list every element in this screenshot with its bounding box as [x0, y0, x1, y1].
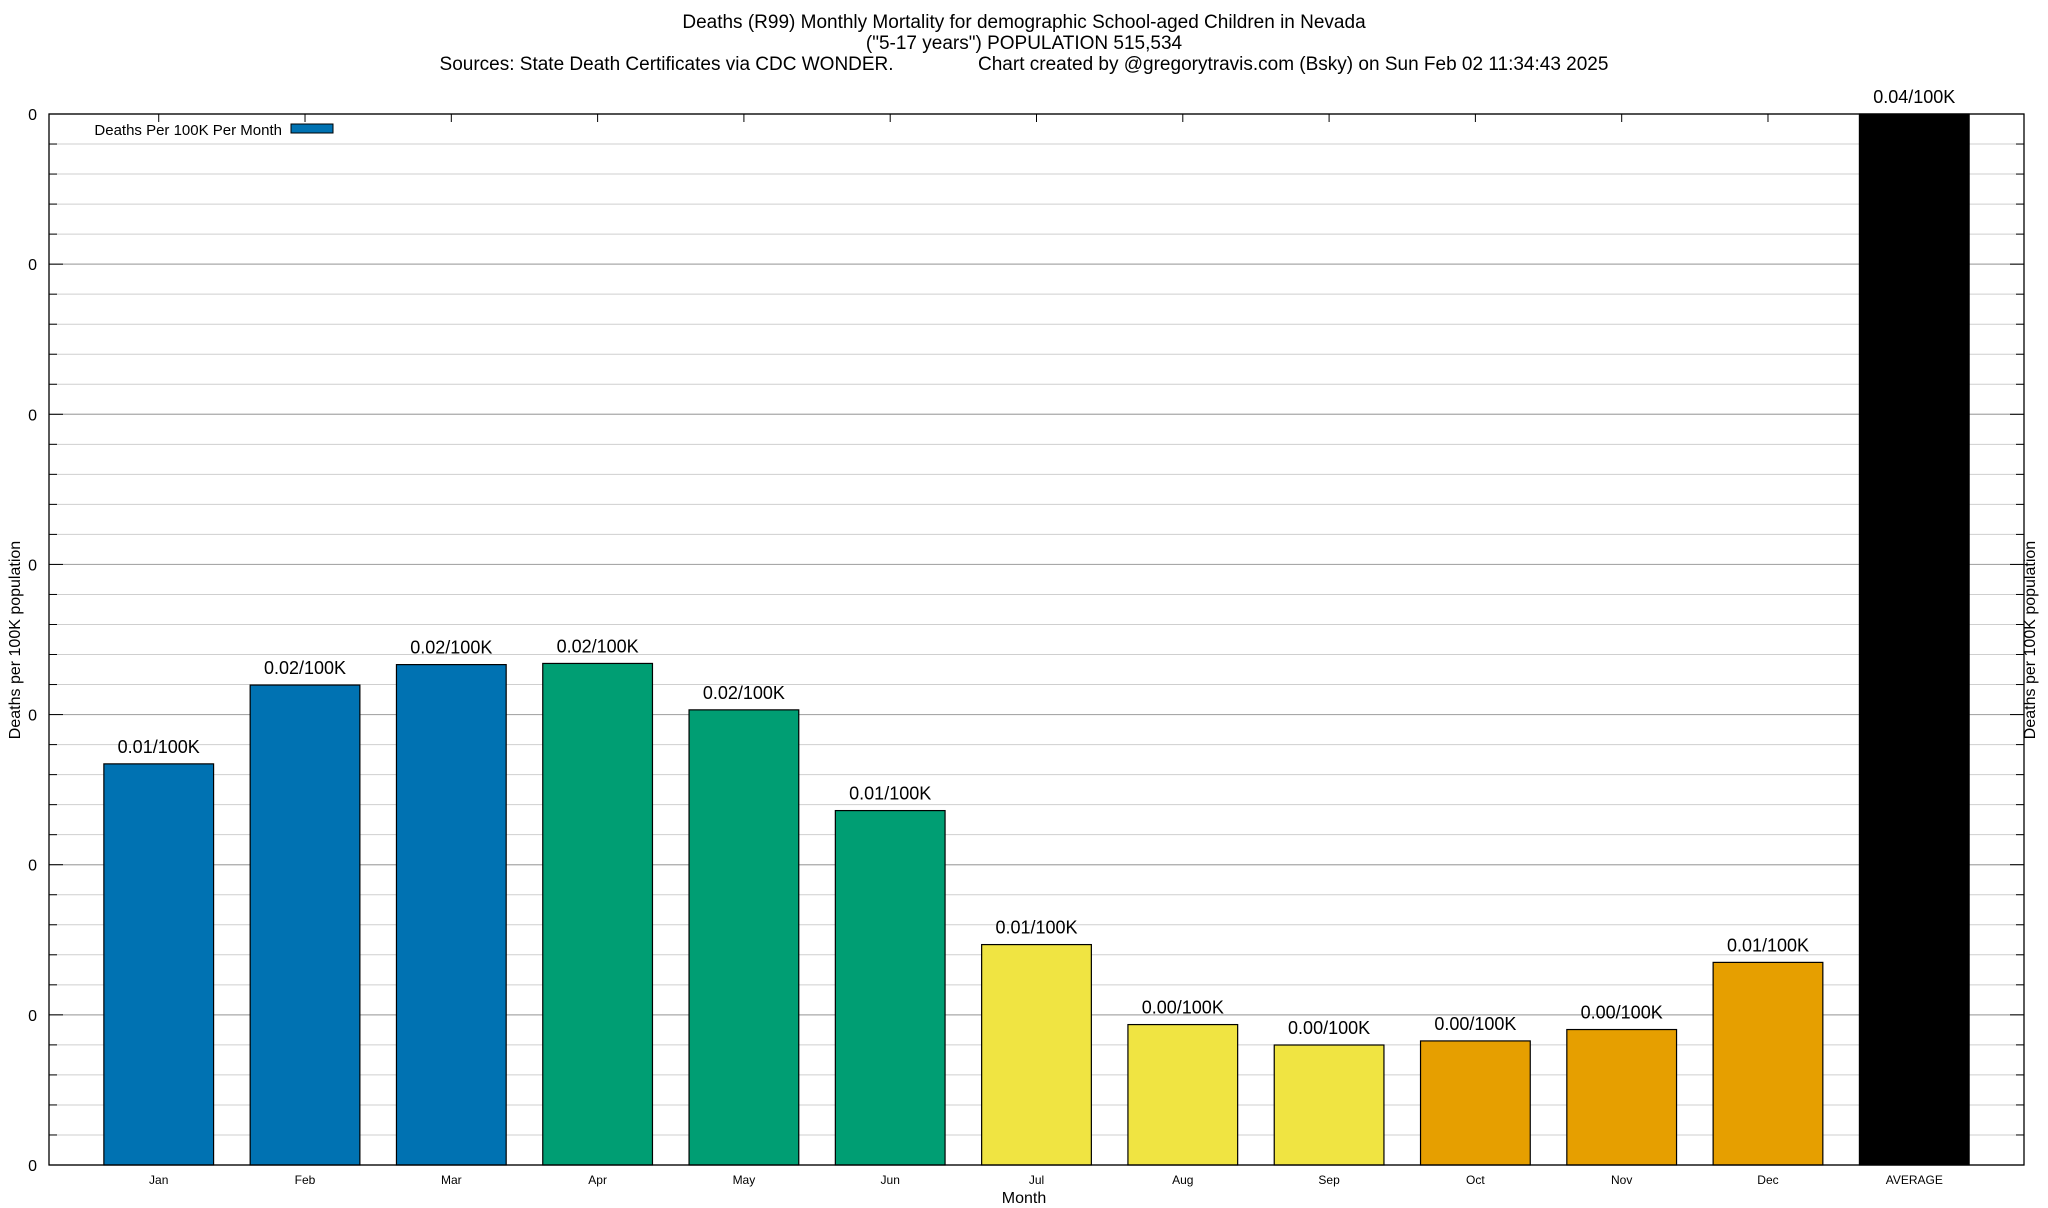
bar-jan: [103, 763, 215, 1166]
x-tick-label: Jan: [149, 1173, 168, 1187]
data-label-apr: 0.02/100K: [557, 636, 639, 656]
chart-subtitle: ("5-17 years") POPULATION 515,534: [865, 33, 1183, 54]
bar-apr: [542, 662, 654, 1166]
x-axis-label: Month: [1001, 1190, 1047, 1207]
x-tick-label: Aug: [1172, 1173, 1193, 1187]
data-label-oct: 0.00/100K: [1434, 1014, 1516, 1034]
bar-mar: [395, 664, 507, 1166]
x-tick-label: Dec: [1757, 1173, 1778, 1187]
bar-nov: [1566, 1028, 1678, 1166]
bar-dec: [1712, 961, 1824, 1166]
x-tick-label: Jul: [1029, 1173, 1044, 1187]
bar-feb: [249, 684, 361, 1166]
y-tick-label: 0: [28, 557, 37, 574]
chart-title: Deaths (R99) Monthly Mortality for demog…: [682, 12, 1366, 33]
y-axis-label-left: Deaths per 100K population: [7, 540, 24, 740]
data-label-dec: 0.01/100K: [1727, 935, 1809, 955]
plot-frame: [48, 113, 2025, 1166]
y-tick-label: 0: [28, 1158, 37, 1175]
y-axis-label-right: Deaths per 100K population: [2022, 540, 2039, 740]
y-tick-label: 0: [28, 107, 37, 124]
x-tick-label: Feb: [295, 1173, 316, 1187]
chart-sources-line: Sources: State Death Certificates via CD…: [439, 54, 1609, 75]
x-tick-label: Sep: [1318, 1173, 1340, 1187]
bar-average: [1858, 113, 1970, 1166]
data-label-aug: 0.00/100K: [1142, 998, 1224, 1018]
y-tick-label: 0: [28, 708, 37, 725]
y-tick-label: 0: [28, 407, 37, 424]
data-label-jun: 0.01/100K: [849, 784, 931, 804]
bar-aug: [1127, 1023, 1239, 1166]
x-tick-label: May: [733, 1173, 756, 1187]
bar-may: [688, 709, 800, 1166]
bar-oct: [1419, 1040, 1531, 1166]
chart-title-block: Deaths (R99) Monthly Mortality for demog…: [0, 12, 2048, 75]
bar-jun: [834, 809, 946, 1166]
x-tick-label: Oct: [1466, 1173, 1485, 1187]
data-label-feb: 0.02/100K: [264, 658, 346, 678]
data-label-may: 0.02/100K: [703, 683, 785, 703]
x-tick-label: Nov: [1611, 1173, 1632, 1187]
legend-swatch: [290, 123, 334, 134]
data-label-average: 0.04/100K: [1873, 87, 1955, 107]
data-label-nov: 0.00/100K: [1581, 1003, 1663, 1023]
data-label-jan: 0.01/100K: [118, 737, 200, 757]
x-tick-label: Mar: [441, 1173, 462, 1187]
x-tick-label: Apr: [588, 1173, 607, 1187]
y-tick-label: 0: [28, 858, 37, 875]
x-tick-label: AVERAGE: [1886, 1173, 1943, 1187]
bar-sep: [1273, 1044, 1385, 1166]
data-label-jul: 0.01/100K: [995, 918, 1077, 938]
y-tick-label: 0: [28, 257, 37, 274]
legend-label: Deaths Per 100K Per Month: [94, 122, 282, 139]
data-label-sep: 0.00/100K: [1288, 1018, 1370, 1038]
data-label-mar: 0.02/100K: [410, 638, 492, 658]
bar-jul: [981, 943, 1092, 1166]
x-tick-label: Jun: [881, 1173, 900, 1187]
y-tick-label: 0: [28, 1008, 37, 1025]
